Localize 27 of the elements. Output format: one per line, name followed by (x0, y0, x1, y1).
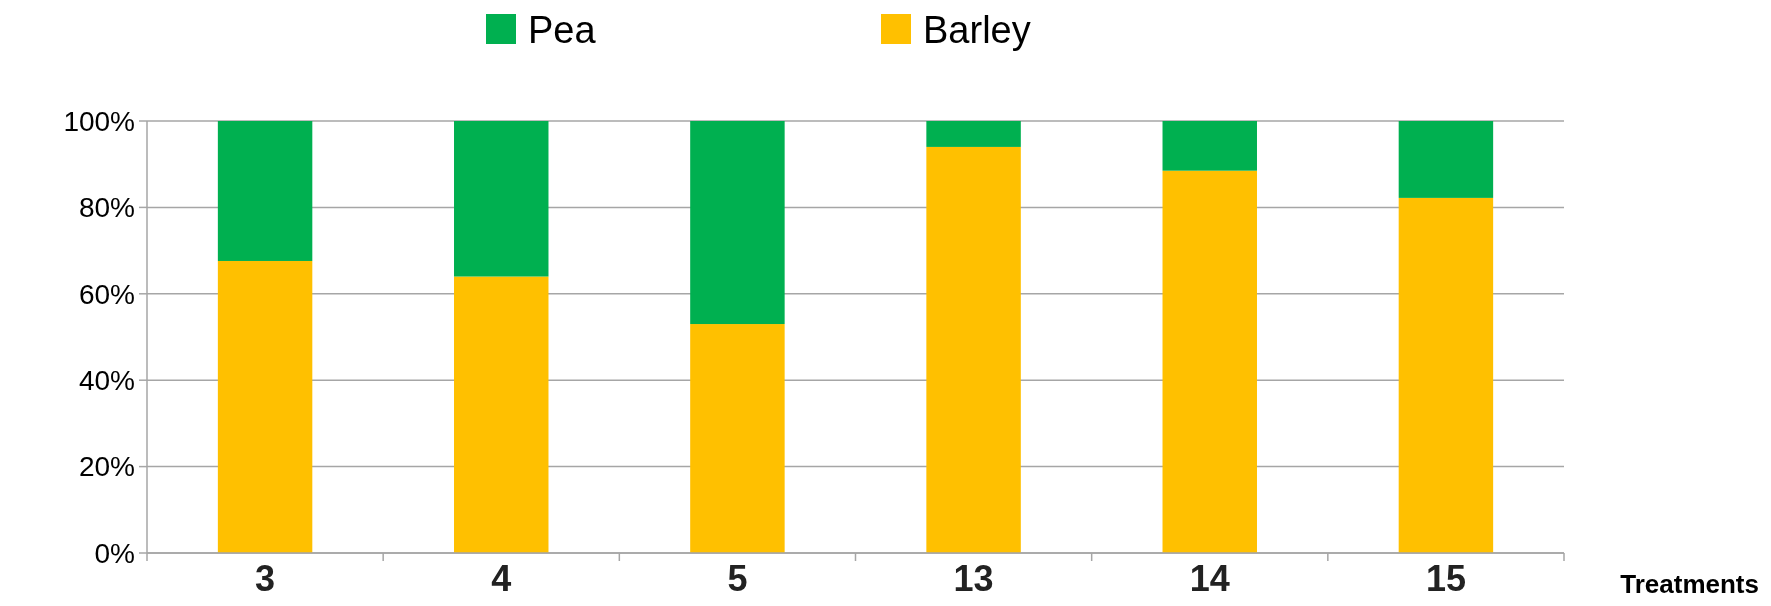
x-tick-label: 4 (491, 558, 512, 599)
x-tick-label: 5 (727, 558, 748, 599)
y-tick-label: 80% (78, 192, 135, 224)
bar (454, 121, 549, 277)
legend-label: Barley (923, 9, 1031, 52)
bar (926, 146, 1021, 553)
x-tick-label: 3 (255, 558, 276, 599)
bar (690, 324, 785, 553)
y-tick-label: 40% (78, 365, 135, 396)
bar (690, 121, 785, 325)
x-tick-label: 14 (1189, 558, 1230, 599)
y-tick-label: 0% (94, 537, 135, 569)
bar (454, 276, 549, 553)
bar (1398, 121, 1494, 198)
bar (1162, 170, 1257, 553)
bar (217, 260, 313, 553)
y-tick-label: 100% (63, 105, 135, 137)
y-tick-label: 60% (78, 278, 135, 310)
x-tick-label: 15 (1425, 558, 1466, 599)
bar (1398, 197, 1494, 553)
legend-label: Pea (528, 9, 597, 52)
bar (217, 121, 313, 261)
bar (926, 121, 1021, 147)
x-axis-title: Treatments (1620, 569, 1759, 599)
bar (1162, 121, 1257, 171)
y-tick-label: 20% (78, 451, 135, 483)
x-tick-label: 13 (953, 558, 994, 599)
